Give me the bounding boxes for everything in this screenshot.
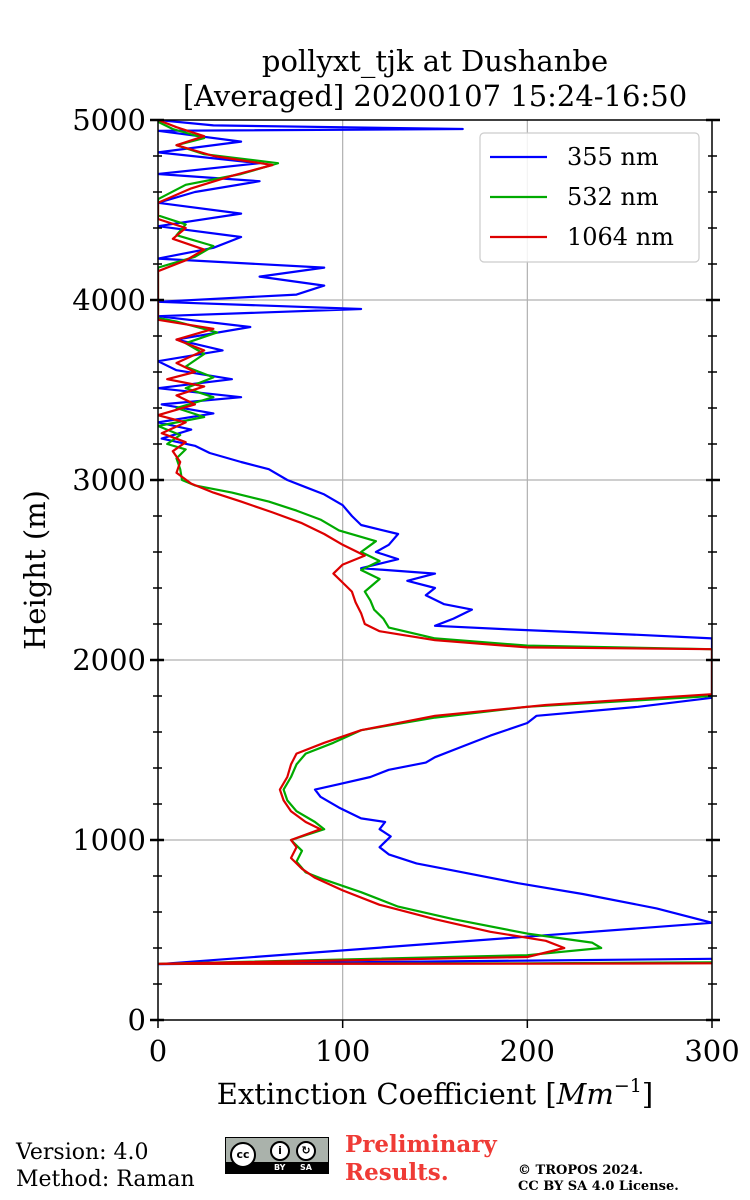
y-tick-label: 0: [128, 1003, 146, 1037]
x-tick-label: 0: [149, 1034, 167, 1068]
series-line-355-nm: [158, 120, 712, 966]
share-alike-icon: ↻: [296, 1141, 316, 1161]
preliminary-results-note: Preliminary Results.: [345, 1131, 497, 1187]
plot-frame: [157, 119, 713, 1021]
y-tick-label: 4000: [72, 283, 146, 317]
legend: 355 nm 532 nm 1064 nm: [479, 132, 700, 263]
cc-badge-band: [226, 1162, 328, 1173]
series-lines: [158, 120, 712, 966]
legend-label-1064-nm: 1064 nm: [567, 223, 674, 251]
legend-label-355-nm: 355 nm: [567, 143, 659, 171]
extinction-chart: pollyxt_tjk at Dushanbe [Averaged] 20200…: [18, 44, 740, 1111]
grid-lines: [158, 120, 712, 1020]
cc-sa-text: SA: [300, 1163, 312, 1172]
x-axis-label: Extinction Coefficient [Mm−1]: [217, 1075, 653, 1111]
copyright-line2: CC BY SA 4.0 License.: [518, 1179, 679, 1194]
chart-title-line1: pollyxt_tjk at Dushanbe: [262, 44, 608, 79]
y-tick-label: 1000: [72, 823, 146, 857]
cc-license-badge: cc i ↻ BY SA: [225, 1137, 329, 1174]
copyright-notice: © TROPOS 2024. CC BY SA 4.0 License.: [518, 1163, 679, 1195]
copyright-line1: © TROPOS 2024.: [518, 1163, 644, 1178]
version-text: Version: 4.0: [16, 1140, 149, 1165]
legend-label-532-nm: 532 nm: [567, 183, 659, 211]
attribution-icon: i: [270, 1141, 290, 1161]
y-tick-label: 3000: [72, 463, 146, 497]
preliminary-line2: Results.: [345, 1159, 449, 1186]
cc-icon: cc: [230, 1142, 256, 1168]
y-tick-label: 5000: [72, 103, 146, 137]
chart-title-line2: [Averaged] 20200107 15:24-16:50: [183, 79, 687, 113]
cc-by-text: BY: [274, 1163, 286, 1172]
x-tick-label: 300: [684, 1034, 739, 1068]
legend-box: [479, 132, 700, 263]
preliminary-line1: Preliminary: [345, 1131, 497, 1158]
y-axis-label: Height (m): [18, 490, 52, 650]
axis-ticks: [150, 118, 720, 1028]
x-tick-label: 200: [500, 1034, 555, 1068]
series-line-1064-nm: [158, 120, 712, 965]
method-text: Method: Raman: [16, 1167, 195, 1192]
x-tick-label: 100: [315, 1034, 370, 1068]
y-tick-label: 2000: [72, 643, 146, 677]
footer-version-method: Version: 4.0 Method: Raman: [16, 1139, 195, 1193]
